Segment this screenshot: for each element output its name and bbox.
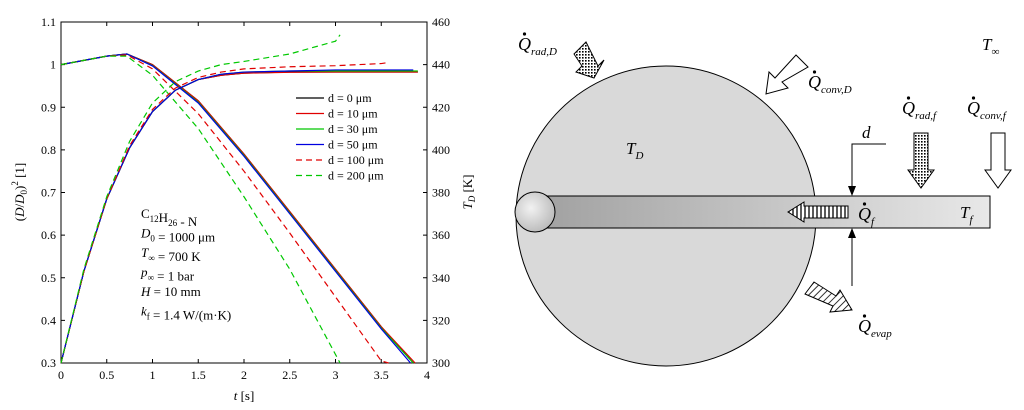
x-tick-label: 3.5 (374, 368, 389, 382)
time-derivative-dot (862, 202, 867, 206)
y-left-tick-label: 1.1 (41, 15, 56, 29)
q-f-arrow (787, 201, 849, 223)
y-right-tick-label: 400 (432, 143, 450, 157)
svg-text:Qconv,D: Qconv,D (808, 72, 852, 96)
fiber-tip (514, 191, 556, 233)
legend-label: d = 100 μm (328, 153, 384, 167)
time-derivative-dot (522, 32, 527, 36)
x-axis: 0 0.5 1 1.5 2 2.5 3 3.5 4 (58, 22, 430, 382)
y-left-tick-label: 0.6 (41, 228, 56, 242)
annotation-line: T∞ = 700 K (141, 245, 201, 264)
y-right-tick-label: 340 (432, 271, 450, 285)
d-arrow-bottom (848, 228, 856, 238)
y-left-tick-label: 0.9 (41, 100, 56, 114)
legend-label: d = 0 μm (328, 91, 372, 105)
svg-text:Qrad,f: Qrad,f (902, 98, 938, 122)
svg-text:Qconv,f: Qconv,f (967, 98, 1008, 122)
legend-label: d = 30 μm (328, 122, 378, 136)
x-tick-label: 3 (333, 368, 339, 382)
svg-text:d: d (862, 123, 871, 142)
x-tick-label: 1.5 (191, 368, 206, 382)
x-tick-label: 4 (424, 368, 430, 382)
y-right-tick-label: 440 (432, 58, 450, 72)
time-derivative-dot (862, 314, 867, 318)
y-axis-right-title: TD [K] (460, 174, 477, 209)
y-left-tick-label: 0.4 (41, 313, 56, 327)
annotation-line: H = 10 mm (140, 284, 201, 299)
diameter-series-line-4 (60, 54, 389, 364)
x-tick-label: 2.5 (282, 368, 297, 382)
label-t-f: Tf (960, 203, 974, 226)
temperature-series-line-4 (60, 61, 389, 364)
fiber (533, 195, 991, 229)
y-right-tick-label: 380 (432, 186, 450, 200)
y-left-tick-label: 0.3 (41, 356, 56, 370)
diameter-series-line-3 (60, 53, 411, 364)
annotation-line: C12H26 - N (141, 206, 198, 229)
q-conv-f-arrow (984, 132, 1012, 189)
x-tick-label: 2 (241, 368, 247, 382)
time-derivative-dot (812, 70, 817, 74)
y-right-tick-label: 360 (432, 228, 450, 242)
label-q-rad-d: Qrad,D (518, 32, 557, 58)
svg-text:Qf: Qf (858, 204, 876, 228)
label-d: d (862, 123, 871, 142)
x-tick-label: 1 (150, 368, 156, 382)
label-q-evap: Qevap (858, 314, 892, 340)
temperature-series-group (60, 34, 418, 364)
q-evap-arrow (804, 281, 853, 313)
y-axis-left: 0.3 0.4 0.5 0.6 0.7 0.8 0.9 1 1.1 (41, 15, 65, 370)
q-rad-f-arrow (907, 132, 935, 189)
label-q-conv-f: Qconv,f (967, 96, 1008, 122)
y-left-tick-label: 0.7 (41, 186, 56, 200)
y-right-tick-label: 460 (432, 15, 450, 29)
annotation-line: p∞ = 1 bar (140, 265, 195, 284)
svg-text:T∞: T∞ (982, 35, 999, 58)
label-q-rad-f: Qrad,f (902, 96, 938, 122)
legend: d = 0 μm d = 10 μmd = 30 μm d = 50 μmd = 1… (296, 91, 384, 183)
y-left-tick-label: 0.8 (41, 143, 56, 157)
svg-text:Qrad,D: Qrad,D (518, 34, 557, 58)
legend-label: d = 50 μm (328, 138, 378, 152)
y-right-tick-label: 420 (432, 100, 450, 114)
y-left-tick-label: 1 (50, 58, 56, 72)
label-q-conv-d: Qconv,D (808, 70, 852, 96)
legend-label: d = 200 μm (328, 169, 384, 183)
annotation-line: kf = 1.4 W/(m·K) (141, 304, 231, 323)
condition-annotation: C12H26 - ND0 = 1000 μmT∞ = 700 Kp∞ = 1 b… (140, 206, 231, 323)
diagram-labels: Qrad,D Qconv,D Qrad,f Qconv,f Qf Qevap T∞ TD Tf d (518, 32, 1008, 340)
y-axis-left-title: (D/D0)2 [1] (10, 163, 29, 222)
heat-transfer-diagram: Qrad,D Qconv,D Qrad,f Qconv,f Qf Qevap T∞ TD Tf d (514, 32, 1012, 367)
q-rad-d-arrow (573, 41, 605, 79)
label-t-d: TD (626, 139, 643, 162)
diameter-series-group (60, 53, 416, 364)
x-tick-label: 0.5 (99, 368, 114, 382)
time-derivative-dot (906, 96, 911, 100)
label-q-f: Qf (858, 202, 876, 228)
svg-text:TD: TD (626, 139, 643, 162)
legend-label: d = 10 μm (328, 107, 378, 121)
svg-text:Qevap: Qevap (858, 316, 892, 340)
x-axis-title: t [s] (234, 388, 255, 403)
d-leader-line (851, 143, 886, 188)
annotation-line: D0 = 1000 μm (140, 226, 215, 245)
q-conv-d-arrow (765, 54, 809, 95)
time-derivative-dot (971, 96, 976, 100)
svg-text:Tf: Tf (960, 203, 974, 226)
y-right-tick-label: 320 (432, 313, 450, 327)
d-arrow-top (848, 186, 856, 196)
label-t-inf: T∞ (982, 35, 999, 58)
y-axis-right: 300 320 340 360 380 400 420 440 460 (423, 15, 450, 370)
diameter-series-line-5 (60, 55, 341, 364)
chart: 0 0.5 1 1.5 2 2.5 3 3.5 4 0.3 0.4 0.5 0.6 0.7 0.8 0.9 1… (10, 15, 477, 403)
x-tick-label: 0 (58, 368, 64, 382)
y-right-tick-label: 300 (432, 356, 450, 370)
y-left-tick-label: 0.5 (41, 271, 56, 285)
temperature-series-line-5 (60, 34, 341, 364)
